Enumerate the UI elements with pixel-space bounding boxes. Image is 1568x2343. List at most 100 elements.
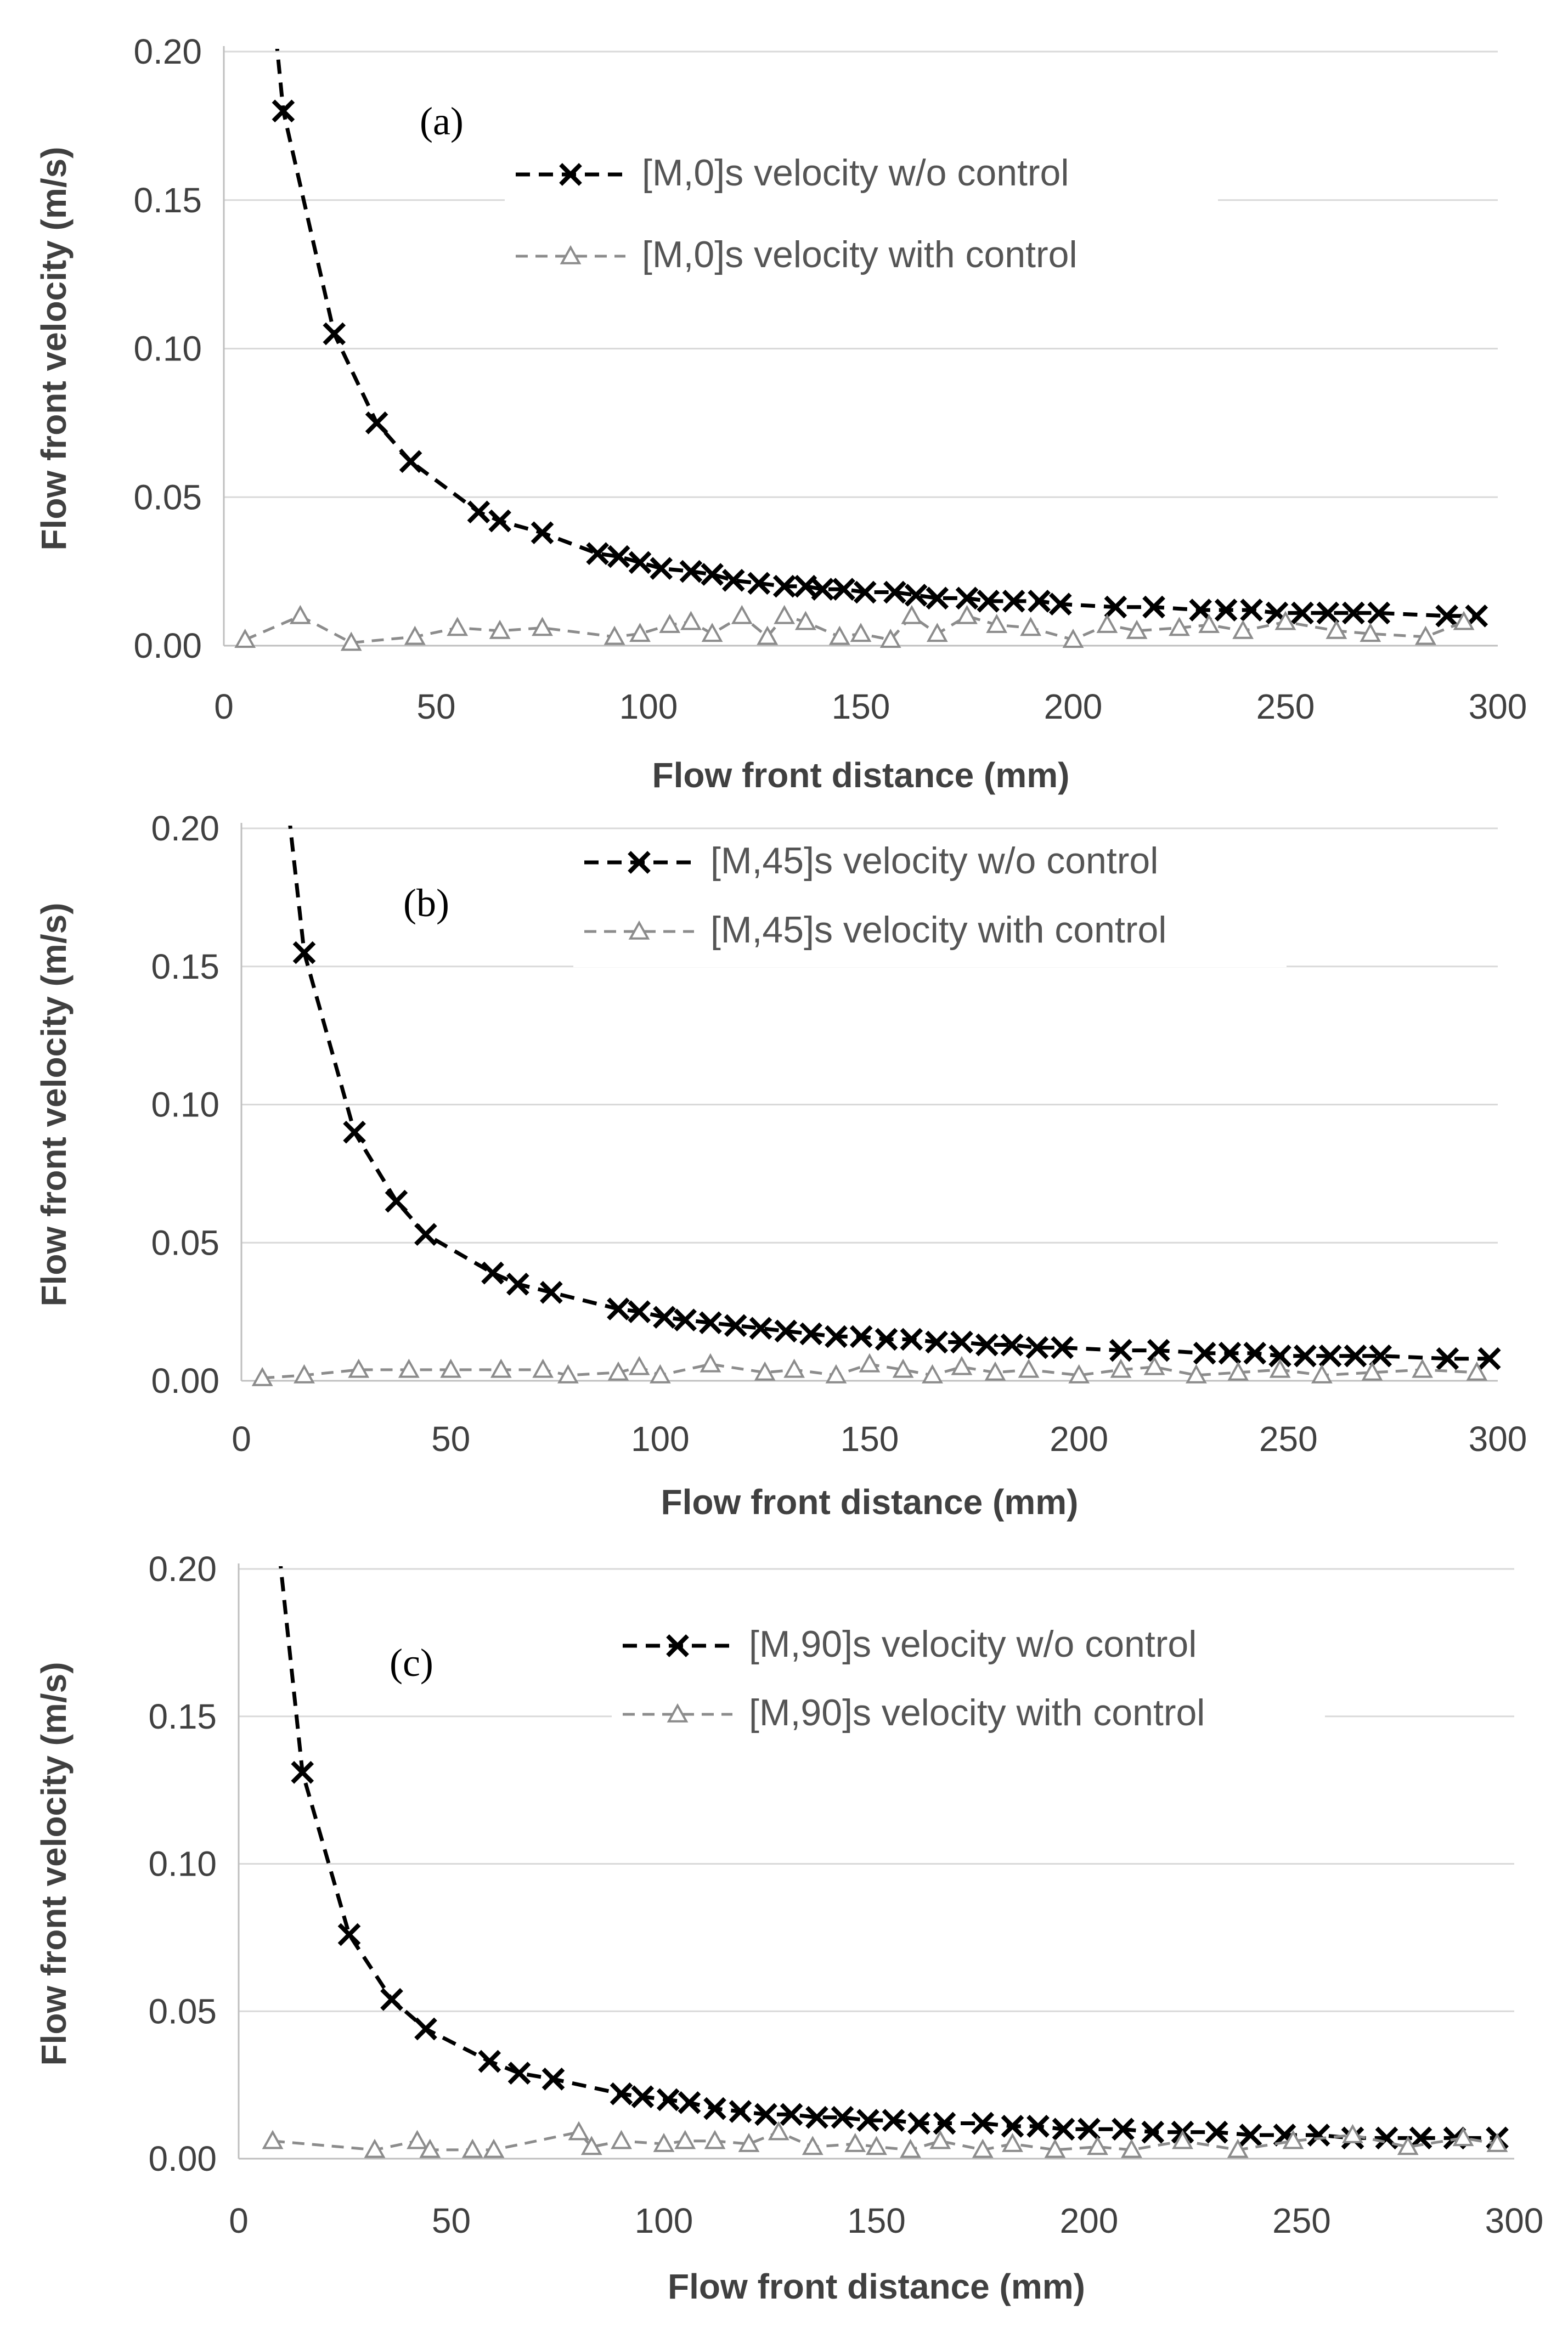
- data-point-triangle: [340, 631, 362, 651]
- data-point-x: [825, 1325, 848, 1348]
- legend-marker-triangle: [667, 1703, 689, 1723]
- data-point-triangle: [653, 2133, 675, 2152]
- data-point-x: [925, 1330, 948, 1354]
- data-point-triangle: [398, 1358, 420, 1378]
- data-point-triangle: [900, 2138, 921, 2158]
- data-point-triangle: [1169, 617, 1190, 636]
- data-point-x: [291, 1761, 314, 1784]
- data-point-x: [933, 2111, 956, 2135]
- data-point-x: [849, 1325, 873, 1348]
- x-tick-label: 150: [832, 687, 890, 726]
- data-point-x: [900, 1328, 923, 1351]
- data-point-x: [1268, 1344, 1291, 1368]
- data-point-triangle: [489, 619, 511, 639]
- data-point-triangle: [1044, 2138, 1066, 2158]
- data-point-triangle: [929, 2130, 951, 2149]
- data-point-triangle: [294, 1364, 315, 1384]
- data-point-x: [650, 557, 673, 580]
- data-point-triangle: [1087, 2136, 1108, 2155]
- data-point-x: [772, 574, 796, 598]
- data-point-x: [729, 2100, 752, 2123]
- legend-marker-triangle: [560, 245, 582, 264]
- x-tick-label: 250: [1272, 2201, 1331, 2240]
- x-tick-label: 0: [232, 1419, 251, 1459]
- data-point-x: [337, 1923, 361, 1946]
- data-point-x: [1189, 599, 1212, 622]
- data-point-x: [506, 1272, 529, 1296]
- data-point-triangle: [701, 623, 723, 642]
- data-point-triangle: [1126, 619, 1148, 639]
- data-point-x: [540, 1281, 563, 1304]
- data-point-triangle: [1068, 1364, 1090, 1384]
- data-point-triangle: [768, 2121, 789, 2141]
- data-point-x: [904, 584, 928, 607]
- y-tick-label: 0.15: [133, 180, 202, 220]
- data-point-x: [831, 2105, 854, 2129]
- data-point-x: [414, 2017, 437, 2041]
- data-point-triangle: [922, 1364, 943, 1384]
- x-tick-label: 200: [1044, 687, 1103, 726]
- data-point-triangle: [866, 2136, 887, 2155]
- data-point-x: [628, 1300, 651, 1323]
- legend: [M,45]s velocity w/o control [M,45]s velo…: [573, 832, 1287, 967]
- series-with-control: [251, 1353, 1488, 1386]
- x-tick-label: 100: [619, 687, 678, 726]
- data-point-triangle: [1486, 2133, 1508, 2152]
- data-point-triangle: [901, 605, 923, 624]
- panel-label: (a): [420, 99, 464, 143]
- data-point-x: [799, 1322, 822, 1346]
- x-tick-label: 100: [631, 1419, 690, 1459]
- data-point-x: [977, 589, 1000, 613]
- data-point-triangle: [680, 611, 702, 630]
- data-point-x: [380, 1988, 403, 2011]
- data-point-triangle: [607, 1361, 629, 1381]
- data-point-triangle: [251, 1367, 273, 1386]
- data-point-x: [292, 941, 316, 964]
- y-tick-label: 0.10: [151, 1085, 219, 1125]
- data-point-triangle: [704, 2130, 726, 2149]
- data-point-x: [794, 574, 817, 598]
- data-point-x: [1026, 2115, 1050, 2138]
- data-point-triangle: [1096, 613, 1118, 633]
- y-tick-label: 0.05: [151, 1223, 219, 1262]
- data-point-triangle: [461, 2138, 483, 2158]
- data-point-triangle: [1172, 2130, 1193, 2149]
- data-point-triangle: [1110, 1358, 1132, 1378]
- x-tick-label: 200: [1050, 1419, 1108, 1459]
- data-point-triangle: [1342, 2124, 1363, 2143]
- y-tick-label: 0.20: [148, 1549, 217, 1589]
- data-point-x: [610, 2082, 633, 2105]
- data-point-x: [1435, 605, 1458, 628]
- legend-label: [M,0]s velocity w/o control: [642, 152, 1069, 194]
- legend-label: [M,45]s velocity with control: [710, 909, 1166, 951]
- data-point-x: [724, 1314, 747, 1337]
- data-point-x: [1307, 2124, 1330, 2147]
- x-tick-label: 300: [1469, 687, 1527, 726]
- data-point-x: [747, 572, 771, 595]
- data-point-x: [414, 1223, 437, 1246]
- data-point-x: [1048, 592, 1072, 616]
- data-point-x: [774, 1319, 798, 1343]
- data-point-x: [1205, 2120, 1228, 2144]
- data-point-x: [678, 2091, 701, 2114]
- data-point-triangle: [1274, 611, 1296, 630]
- data-point-triangle: [700, 1353, 721, 1373]
- y-axis-title: Flow front velocity (m/s): [34, 146, 74, 550]
- x-tick-label: 50: [416, 687, 455, 726]
- data-point-x: [1291, 601, 1314, 625]
- data-point-triangle: [419, 2138, 441, 2158]
- data-point-triangle: [532, 617, 553, 636]
- data-point-triangle: [951, 1356, 973, 1375]
- data-point-triangle: [404, 625, 426, 645]
- data-point-x: [679, 560, 703, 583]
- data-point-triangle: [364, 2138, 386, 2158]
- data-point-x: [1239, 2124, 1262, 2147]
- data-point-x: [323, 322, 346, 346]
- legend-marker-x: [628, 851, 651, 874]
- data-point-x: [1218, 1341, 1242, 1365]
- series-without-control: [279, 1566, 1509, 2150]
- x-tick-label: 200: [1060, 2201, 1119, 2240]
- series-without-control: [272, 49, 1488, 628]
- data-point-triangle: [490, 1358, 512, 1378]
- data-point-x: [631, 2085, 655, 2108]
